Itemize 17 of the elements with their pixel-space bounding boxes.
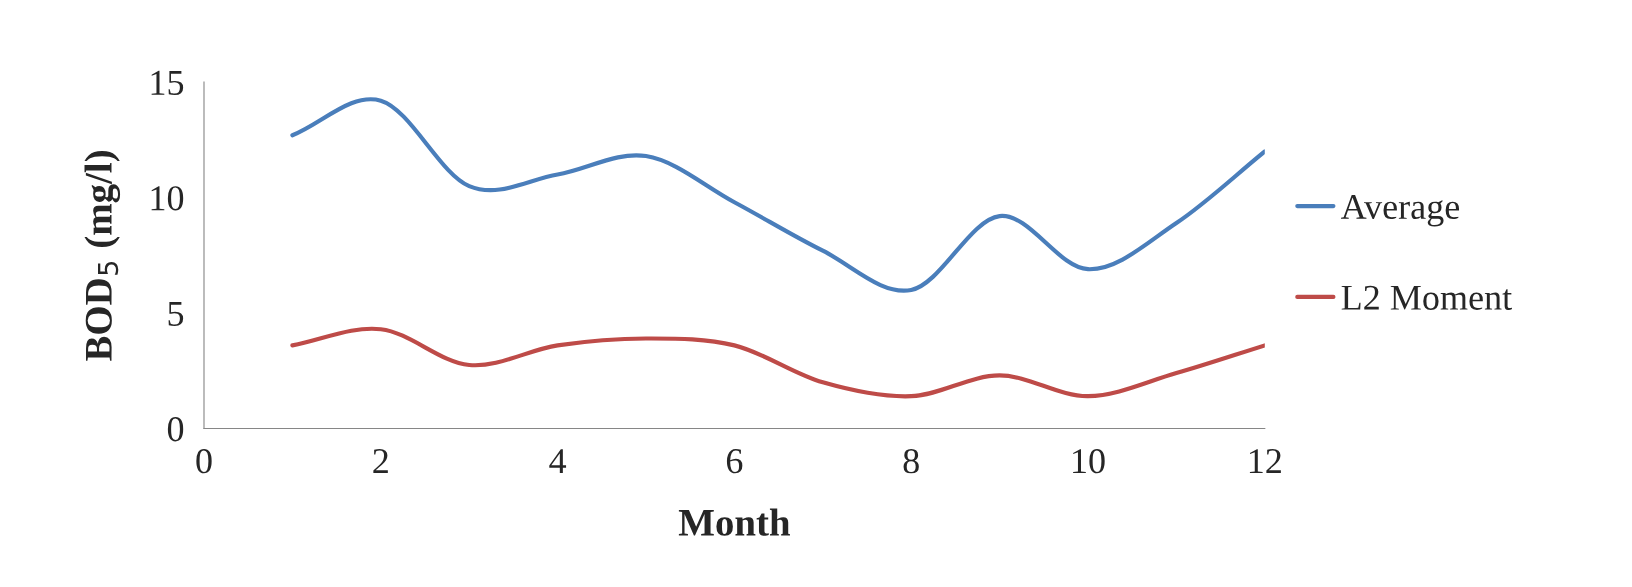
- x-tick-label: 12: [1249, 449, 1281, 474]
- x-tick-label: 2: [373, 449, 388, 474]
- y-tick-label: 15: [151, 70, 184, 96]
- line-series: [290, 326, 1265, 399]
- legend-label: L2 Moment: [1341, 285, 1512, 310]
- legend-label: Average: [1340, 194, 1460, 227]
- line-series: [290, 97, 1265, 293]
- y-tick-label: 5: [168, 301, 184, 326]
- x-tick-label: 0: [196, 449, 212, 474]
- x-tick-label: 10: [1073, 449, 1105, 474]
- y-tick-label: 0: [167, 417, 184, 442]
- y-axis-title: BOD$_{5}$ (mg/l): [84, 151, 121, 361]
- y-tick-label: 10: [151, 186, 184, 211]
- x-tick-label: 6: [726, 449, 743, 474]
- x-axis-title: Month: [678, 508, 790, 536]
- x-tick-label: 8: [903, 449, 919, 474]
- x-tick-label: 4: [549, 449, 567, 474]
